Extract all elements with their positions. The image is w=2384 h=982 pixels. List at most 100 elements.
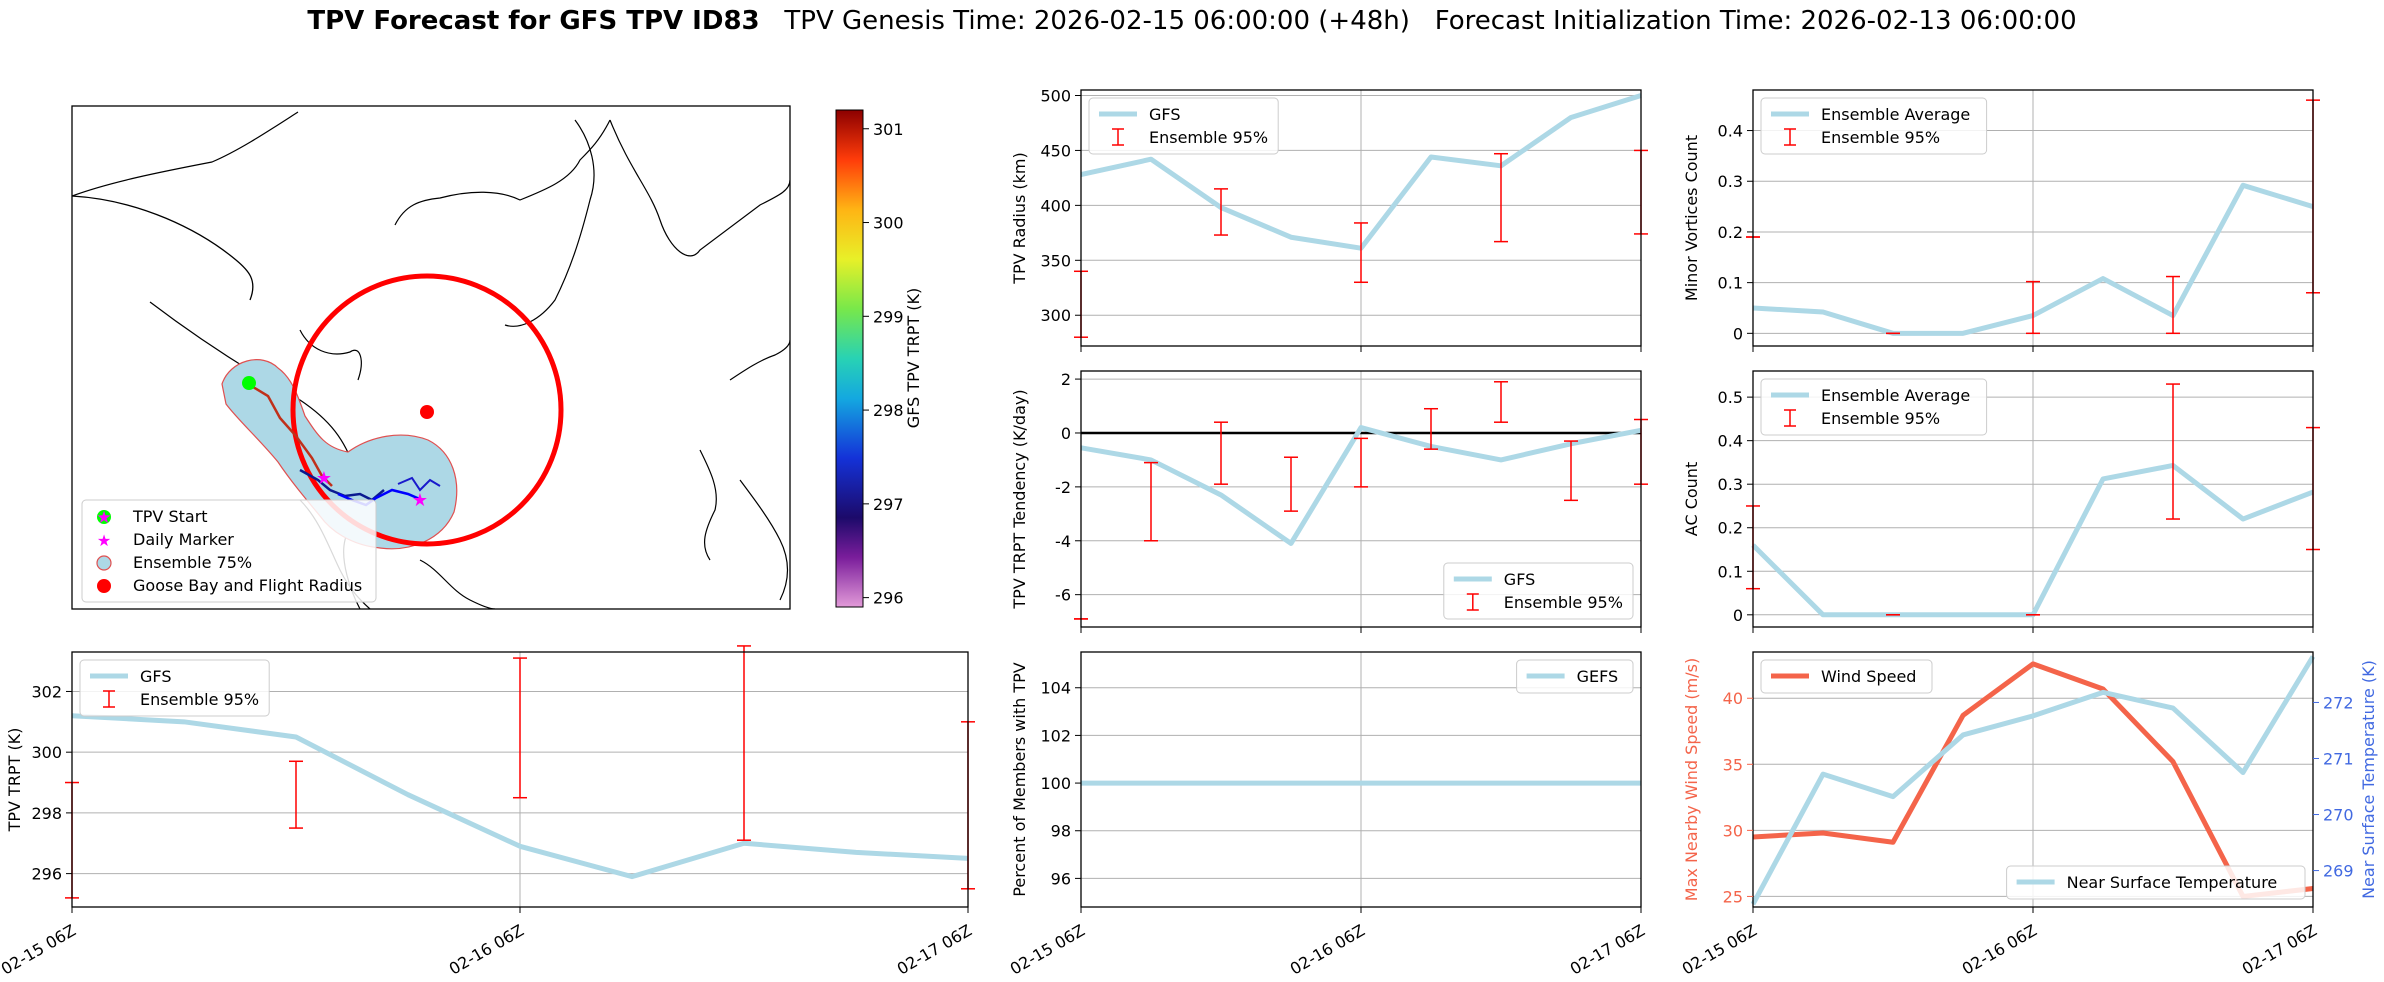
chart-legend: GFS Ensemble 95% [1443,562,1634,620]
tpv-start-marker [242,376,256,390]
y-axis-label: TPV TRPT (K) [5,728,24,833]
y-tick-label: 104 [1040,679,1071,698]
ensemble-errorbar [1284,456,1298,512]
canadian-archipelago [394,119,611,226]
y-tick-label: 96 [1051,869,1071,888]
x-tick-label: 02-16 06Z [1959,921,2040,979]
chart-legend-box [2006,865,2306,900]
y-tick-label: 100 [1040,774,1071,793]
x-tick-label: 02-15 06Z [1007,921,1088,979]
greenland-west [504,119,595,327]
x-tick-label: 02-16 06Z [446,921,527,979]
legend-tpv-start: TPV Start [132,507,208,526]
track-segment-end [397,476,441,492]
greenland-east [609,119,790,257]
chart-legend: Ensemble Average Ensemble 95% [1760,378,1988,436]
chart-legend: Near Surface Temperature [2006,865,2306,900]
y-tick-label: 300 [31,743,62,762]
y-tick-label: 400 [1040,196,1071,215]
y-tick-label: 0.4 [1718,122,1743,141]
y-tick-label: 2 [1061,370,1071,389]
ensemble-errorbar [289,760,303,829]
y-tick-label: -6 [1055,586,1071,605]
ensemble-errorbar [1214,188,1228,236]
series-line-near-surface-temperature [1750,655,2316,906]
chart-minor: 0 0.1 0.2 0.3 0.4 Minor Vortices Count Ensembl… [1682,89,2320,352]
map-legend: ★ ★ TPV Start Daily Marker Ensemble 75% … [81,499,377,603]
ensemble-errorbar [737,645,751,841]
colorbar-tick-label: 301 [873,120,904,139]
y-tick-label: 0.3 [1718,475,1743,494]
chart-legend-box [1516,659,1634,694]
y-axis-label: TPV TRPT Tendency (K/day) [1010,389,1029,609]
legend-ensemble-75: Ensemble 75% [133,553,252,572]
legend-goose-bay: Goose Bay and Flight Radius [133,576,362,595]
colorbar: 296 297 298 299 300 301 GFS TPV TRPT (K) [835,109,923,608]
chart-radius: 300 350 400 450 500 TPV Radius (km) GFS Ensembl… [1010,86,1648,352]
ensemble-75-shading [221,359,458,550]
x-tick-label: 02-17 06Z [2239,921,2320,979]
y-tick-label: 450 [1040,141,1071,160]
genesis-time: TPV Genesis Time: 2026-02-15 06:00:00 (+… [784,6,1410,36]
y-tick-label: 0.3 [1718,172,1743,191]
y-tick-label: -4 [1055,532,1071,551]
chart-legend-box [1760,378,1988,436]
y-right-tick-label: 271 [2323,749,2354,768]
series-line-wind-speed [1752,661,2314,899]
legend-entry-label: Near Surface Temperature [2067,873,2278,892]
y-tick-label: 40 [1723,689,1743,708]
legend-entry-label: Ensemble Average [1821,105,1970,124]
country-border [72,195,254,301]
chart-legend: GEFS [1516,659,1634,694]
y-right-tick-label: 270 [2323,806,2354,825]
init-time: Forecast Initialization Time: 2026-02-13… [1434,6,2077,36]
y-axis-label: AC Count [1682,462,1701,536]
legend-entry-label: Ensemble 95% [1821,409,1940,428]
x-tick-label: 02-15 06Z [0,921,79,979]
map-panel: ★ ★ ★ ★ TPV Start Daily Marker Ensemble … [71,105,923,610]
chart-legend: Wind Speed [1760,659,1933,694]
ensemble-errorbar [1494,381,1508,423]
legend-entry-label: GFS [140,667,171,686]
ensemble-errorbar [1214,421,1228,485]
y-tick-label: 300 [1040,306,1071,325]
y-axis-label: Max Nearby Wind Speed (m/s) [1682,658,1701,901]
series-line-gfs [71,713,969,880]
ensemble-errorbar [1144,461,1158,542]
iceland [729,339,790,381]
ensemble-errorbar [1354,222,1368,284]
chart-trpt: 296 298 300 302 02-15 06Z 02-16 06Z 02-17 06Z T… [0,645,975,979]
y-axis-label: Percent of Members with TPV [1010,662,1029,896]
chart-legend: Ensemble Average Ensemble 95% [1760,97,1988,155]
chart-legend: GFS Ensemble 95% [1088,97,1279,155]
x-tick-label: 02-16 06Z [1287,921,1368,979]
legend-entry-label: Ensemble 95% [1149,128,1268,147]
goose-bay-marker [420,405,434,419]
colorbar-tick-label: 297 [873,495,904,514]
scandinavia [739,479,789,601]
y-tick-label: 296 [31,865,62,884]
y-tick-label: 98 [1051,822,1071,841]
legend-entry-label: Ensemble 95% [140,690,259,709]
track-segment-warm [247,382,333,487]
x-tick-label: 02-17 06Z [1567,921,1648,979]
x-tick-label: 02-15 06Z [1679,921,1760,979]
ensemble-errorbar [1424,407,1438,450]
y-tick-label: 350 [1040,251,1071,270]
x-tick-label: 02-17 06Z [894,921,975,979]
legend-star-icon: ★ [97,531,111,550]
y-tick-label: 302 [31,682,62,701]
y-tick-label: 0 [1733,324,1743,343]
flight-radius-circle [290,273,564,547]
ensemble-errorbar [2026,280,2040,335]
chart-tendency: -6 -4 -2 0 2 TPV TRPT Tendency (K/day) GFS Ense… [1010,370,1648,633]
chart-legend: GFS Ensemble 95% [79,659,270,717]
y-tick-label: 500 [1040,86,1071,105]
chart-ac: 0 0.1 0.2 0.3 0.4 0.5 AC Count Ensemble Average… [1682,370,2320,633]
y-tick-label: 35 [1723,755,1743,774]
legend-entry-label: GEFS [1577,667,1619,686]
florida [419,559,496,609]
legend-ensemble-icon [96,555,112,571]
daily-marker-2: ★ [412,490,428,511]
